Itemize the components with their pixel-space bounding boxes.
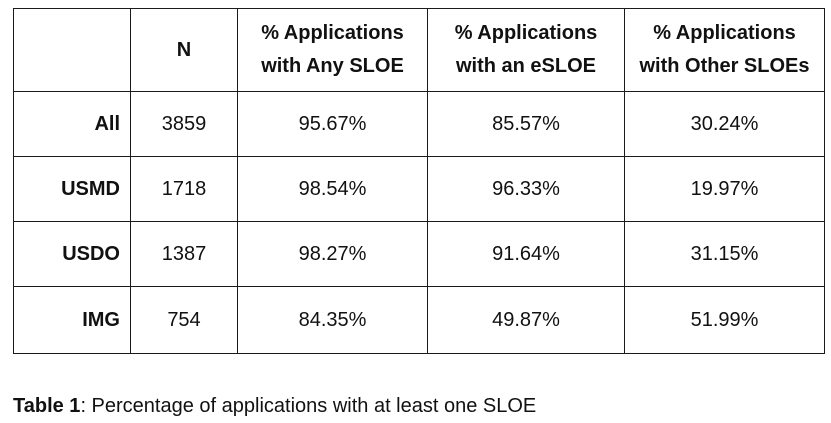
header-cell-any-sloe: % Applications with Any SLOE — [237, 8, 428, 92]
row-label: IMG — [13, 286, 131, 354]
header-esloe-line-2: with an eSLOE — [455, 55, 597, 77]
header-esloe-line-1: % Applications — [454, 22, 598, 44]
header-row: N % Applications with Any SLOE % Applica… — [13, 8, 825, 92]
table-row: IMG 754 84.35% 49.87% 51.99% — [13, 286, 825, 354]
header-cell-n: N — [130, 8, 238, 92]
cell-esloe: 49.87% — [427, 286, 625, 354]
cell-n: 1387 — [130, 221, 238, 287]
cell-any-sloe: 98.54% — [237, 156, 428, 222]
table-caption: Table 1: Percentage of applications with… — [13, 394, 536, 418]
header-n-line: N — [176, 38, 192, 61]
header-any-sloe-line-1: % Applications — [261, 22, 404, 44]
cell-any-sloe: 95.67% — [237, 91, 428, 157]
table-row: All 3859 95.67% 85.57% 30.24% — [13, 91, 825, 157]
table-row: USMD 1718 98.54% 96.33% 19.97% — [13, 156, 825, 222]
cell-n: 3859 — [130, 91, 238, 157]
cell-n: 754 — [130, 286, 238, 354]
cell-n: 1718 — [130, 156, 238, 222]
cell-esloe: 91.64% — [427, 221, 625, 287]
row-label: USMD — [13, 156, 131, 222]
header-other-sloes-line-1: % Applications — [653, 22, 796, 44]
cell-any-sloe: 84.35% — [237, 286, 428, 354]
header-cell-other-sloes: % Applications with Other SLOEs — [624, 8, 825, 92]
row-label: USDO — [13, 221, 131, 287]
cell-other-sloes: 51.99% — [624, 286, 825, 354]
cell-other-sloes: 30.24% — [624, 91, 825, 157]
cell-esloe: 85.57% — [427, 91, 625, 157]
sloe-table: N % Applications with Any SLOE % Applica… — [13, 8, 825, 354]
cell-esloe: 96.33% — [427, 156, 625, 222]
cell-other-sloes: 19.97% — [624, 156, 825, 222]
row-label: All — [13, 91, 131, 157]
caption-text: : Percentage of applications with at lea… — [80, 395, 537, 417]
header-cell-esloe: % Applications with an eSLOE — [427, 8, 625, 92]
header-any-sloe-line-2: with Any SLOE — [261, 55, 404, 77]
cell-other-sloes: 31.15% — [624, 221, 825, 287]
table-row: USDO 1387 98.27% 91.64% 31.15% — [13, 221, 825, 287]
caption-label: Table 1 — [13, 395, 81, 417]
header-cell-empty — [13, 8, 131, 92]
cell-any-sloe: 98.27% — [237, 221, 428, 287]
header-other-sloes-line-2: with Other SLOEs — [639, 55, 810, 77]
